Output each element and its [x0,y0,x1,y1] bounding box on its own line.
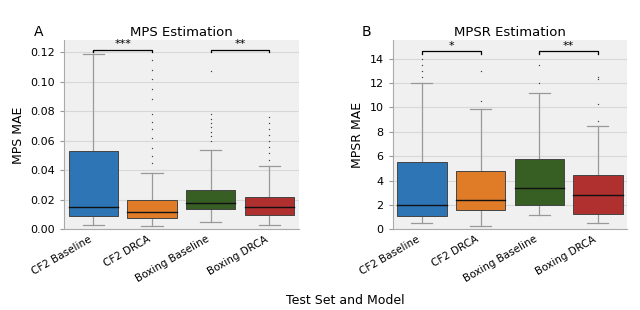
Text: A: A [33,25,43,39]
Bar [244,197,294,215]
Bar [456,171,505,210]
Text: B: B [362,25,372,39]
Bar [397,162,447,216]
Text: Test Set and Model: Test Set and Model [286,294,405,307]
Text: **: ** [234,39,246,49]
Y-axis label: MPS MAE: MPS MAE [12,106,25,164]
Text: **: ** [563,41,574,51]
Bar [68,151,118,216]
Title: MPS Estimation: MPS Estimation [130,26,233,39]
Text: *: * [449,41,454,51]
Bar [186,189,236,209]
Title: MPSR Estimation: MPSR Estimation [454,26,566,39]
Bar [573,175,623,214]
Y-axis label: MPSR MAE: MPSR MAE [351,102,364,168]
Text: ***: *** [114,39,131,49]
Bar [515,159,564,205]
Bar [127,200,177,218]
